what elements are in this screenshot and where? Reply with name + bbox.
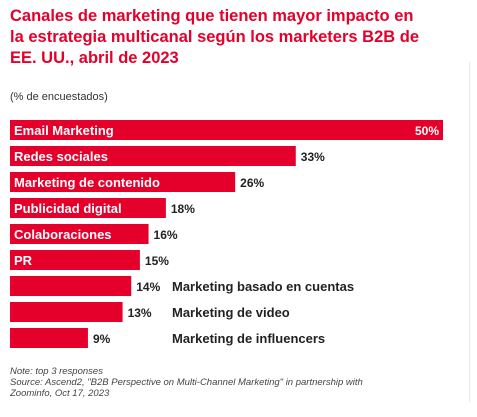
category-label-colaboraciones: Colaboraciones — [14, 227, 112, 242]
bar-pr — [10, 250, 140, 270]
category-label-marketing-de-influencers: Marketing de influencers — [172, 331, 325, 346]
bar-marketing-basado-en-cuentas — [10, 276, 132, 296]
value-label-marketing-de-contenido: 26% — [240, 176, 264, 190]
chart-title: Canales de marketing que tienen mayor im… — [10, 7, 419, 67]
value-label-email-marketing: 50% — [415, 124, 439, 138]
category-label-email-marketing: Email Marketing — [14, 123, 114, 138]
footnotes: Note: top 3 responses Source: Ascend2, "… — [10, 366, 363, 399]
category-label-marketing-de-video: Marketing de video — [172, 305, 290, 320]
bar-marketing-de-contenido — [10, 172, 236, 192]
value-label-pr: 15% — [145, 254, 169, 268]
bar-redes-sociales — [10, 146, 296, 166]
note-text: Note: top 3 responses — [10, 366, 103, 377]
bars-group: Email Marketing 50% Redes sociales 33% Marke… — [10, 120, 443, 348]
value-label-colaboraciones: 16% — [154, 228, 178, 242]
bar-email-marketing — [10, 120, 443, 140]
bar-colaboraciones — [10, 224, 149, 244]
divider-line — [469, 62, 470, 402]
category-label-redes-sociales: Redes sociales — [14, 149, 108, 164]
source-text-line2: Zoominfo, Oct 17, 2023 — [10, 388, 110, 399]
value-label-marketing-basado-en-cuentas: 14% — [136, 280, 160, 294]
chart-subtitle: (% de encuestados) — [10, 91, 108, 103]
category-label-publicidad-digital: Publicidad digital — [14, 201, 122, 216]
value-label-publicidad-digital: 18% — [171, 202, 195, 216]
bar-marketing-de-video — [10, 302, 123, 322]
source-text-line1: Source: Ascend2, "B2B Perspective on Mul… — [10, 377, 363, 388]
bar-publicidad-digital — [10, 198, 166, 218]
value-label-marketing-de-video: 13% — [128, 306, 152, 320]
category-label-marketing-de-contenido: Marketing de contenido — [14, 175, 160, 190]
category-label-pr: PR — [14, 253, 33, 268]
value-label-marketing-de-influencers: 9% — [93, 332, 111, 346]
value-label-redes-sociales: 33% — [301, 150, 325, 164]
category-label-marketing-basado-en-cuentas: Marketing basado en cuentas — [172, 279, 354, 294]
bar-marketing-de-influencers — [10, 328, 88, 348]
